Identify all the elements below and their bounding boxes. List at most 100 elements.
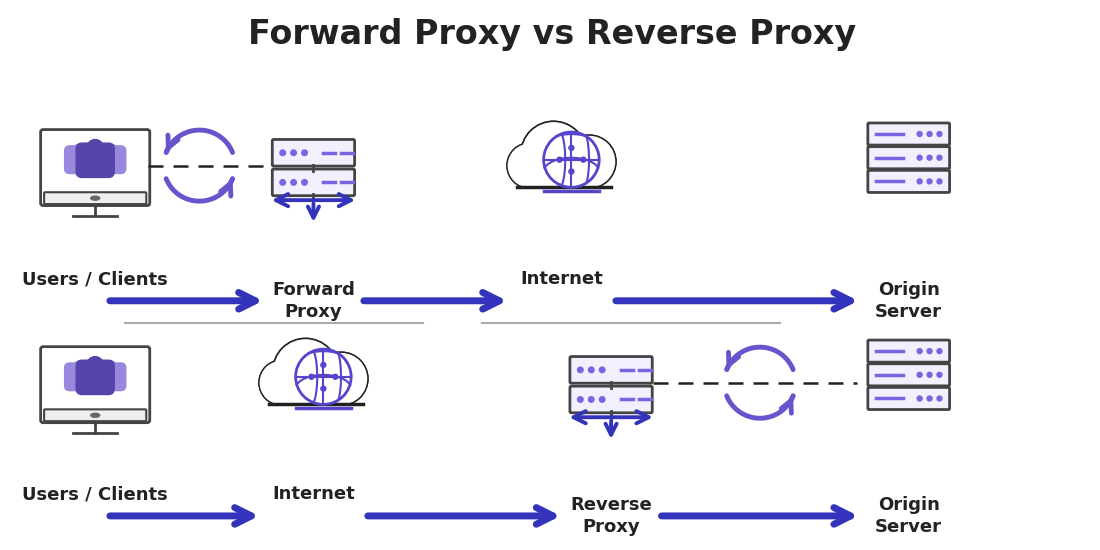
- Text: Internet: Internet: [520, 270, 603, 288]
- FancyBboxPatch shape: [273, 169, 354, 196]
- Circle shape: [321, 362, 326, 367]
- FancyBboxPatch shape: [65, 363, 94, 390]
- Circle shape: [927, 349, 932, 354]
- Circle shape: [279, 150, 286, 156]
- Text: Forward
Proxy: Forward Proxy: [272, 281, 355, 321]
- Circle shape: [321, 386, 326, 391]
- Bar: [264, 404, 368, 454]
- Circle shape: [927, 179, 932, 184]
- Circle shape: [274, 340, 337, 402]
- Circle shape: [600, 397, 605, 402]
- Circle shape: [87, 356, 103, 373]
- FancyBboxPatch shape: [76, 143, 114, 178]
- Text: Users / Clients: Users / Clients: [22, 270, 168, 288]
- Circle shape: [261, 361, 304, 404]
- FancyBboxPatch shape: [868, 147, 949, 169]
- FancyBboxPatch shape: [868, 387, 949, 410]
- Bar: [512, 188, 616, 236]
- Circle shape: [600, 367, 605, 373]
- Text: Users / Clients: Users / Clients: [22, 485, 168, 503]
- Circle shape: [569, 169, 574, 174]
- Circle shape: [937, 155, 942, 160]
- Text: Forward Proxy vs Reverse Proxy: Forward Proxy vs Reverse Proxy: [248, 18, 856, 51]
- Circle shape: [274, 339, 338, 403]
- Circle shape: [279, 180, 286, 185]
- Circle shape: [521, 122, 585, 185]
- Circle shape: [87, 140, 103, 156]
- Circle shape: [290, 150, 296, 156]
- Circle shape: [578, 397, 583, 402]
- Circle shape: [563, 136, 615, 188]
- FancyBboxPatch shape: [570, 356, 652, 383]
- Circle shape: [296, 349, 351, 404]
- Circle shape: [524, 152, 563, 191]
- Circle shape: [316, 354, 366, 404]
- Circle shape: [937, 179, 942, 184]
- FancyBboxPatch shape: [44, 192, 146, 204]
- Circle shape: [316, 353, 367, 404]
- FancyBboxPatch shape: [868, 123, 949, 145]
- Circle shape: [917, 179, 922, 184]
- Circle shape: [296, 371, 336, 410]
- Text: Origin
Server: Origin Server: [876, 496, 943, 536]
- Circle shape: [588, 367, 594, 373]
- Circle shape: [543, 132, 600, 188]
- Circle shape: [318, 355, 365, 403]
- Circle shape: [522, 123, 585, 185]
- Circle shape: [917, 131, 922, 136]
- Circle shape: [309, 375, 313, 379]
- FancyBboxPatch shape: [868, 364, 949, 386]
- Circle shape: [262, 363, 301, 403]
- Circle shape: [917, 349, 922, 354]
- Circle shape: [927, 155, 932, 160]
- Circle shape: [543, 153, 583, 194]
- Circle shape: [508, 144, 551, 187]
- Circle shape: [74, 361, 85, 373]
- Circle shape: [106, 144, 118, 156]
- Circle shape: [526, 153, 562, 190]
- FancyBboxPatch shape: [41, 130, 150, 206]
- Circle shape: [541, 152, 585, 195]
- Circle shape: [581, 157, 586, 162]
- Text: Internet: Internet: [272, 485, 355, 503]
- Circle shape: [301, 180, 307, 185]
- FancyBboxPatch shape: [868, 340, 949, 362]
- Ellipse shape: [90, 413, 100, 417]
- Circle shape: [260, 361, 304, 404]
- Circle shape: [937, 349, 942, 354]
- Text: Origin
Server: Origin Server: [876, 281, 943, 321]
- FancyBboxPatch shape: [97, 363, 125, 390]
- FancyBboxPatch shape: [76, 360, 114, 394]
- Circle shape: [276, 342, 334, 400]
- FancyBboxPatch shape: [97, 146, 125, 173]
- Circle shape: [509, 146, 550, 185]
- Circle shape: [276, 369, 316, 408]
- Circle shape: [578, 367, 583, 373]
- Circle shape: [290, 180, 296, 185]
- FancyBboxPatch shape: [868, 170, 949, 192]
- Circle shape: [927, 372, 932, 377]
- Circle shape: [277, 371, 313, 407]
- Circle shape: [294, 369, 338, 412]
- FancyBboxPatch shape: [41, 346, 150, 422]
- Circle shape: [333, 375, 338, 379]
- Text: Reverse
Proxy: Reverse Proxy: [570, 496, 652, 536]
- Circle shape: [588, 397, 594, 402]
- Circle shape: [917, 372, 922, 377]
- Circle shape: [564, 136, 615, 187]
- Circle shape: [301, 150, 307, 156]
- Ellipse shape: [90, 196, 100, 200]
- Circle shape: [917, 396, 922, 401]
- FancyBboxPatch shape: [44, 409, 146, 421]
- Circle shape: [937, 372, 942, 377]
- Circle shape: [937, 131, 942, 136]
- FancyBboxPatch shape: [570, 386, 652, 413]
- Circle shape: [525, 125, 583, 183]
- Circle shape: [74, 144, 85, 156]
- Circle shape: [508, 144, 551, 188]
- Circle shape: [542, 152, 585, 195]
- Circle shape: [927, 131, 932, 136]
- Circle shape: [569, 145, 574, 150]
- Circle shape: [557, 157, 562, 162]
- FancyBboxPatch shape: [65, 146, 94, 173]
